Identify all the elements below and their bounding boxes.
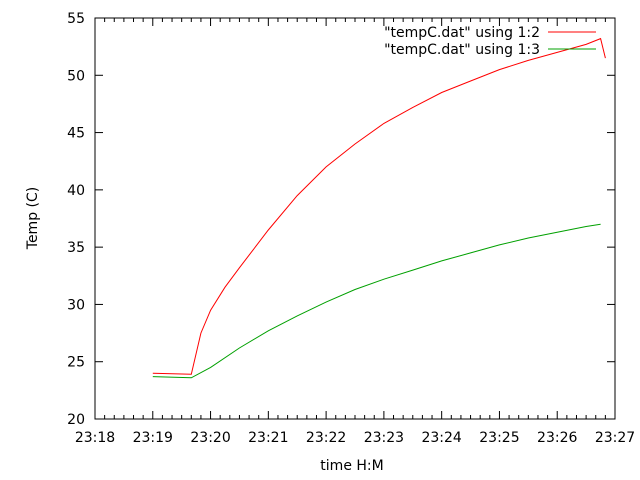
y-tick-label: 50 [67,68,85,84]
y-tick-label: 35 [67,240,85,256]
x-tick-label: 23:18 [75,430,115,446]
y-tick-label: 40 [67,183,85,199]
y-tick-label: 45 [67,126,85,142]
series-line-2 [152,223,601,379]
x-tick-label: 23:24 [421,430,461,446]
series-lines [152,37,606,379]
legend-label: "tempC.dat" using 1:2 [384,25,540,41]
y-axis-label: Temp (C) [25,187,41,250]
x-tick-label: 23:20 [190,430,230,446]
x-tick-label: 23:21 [248,430,288,446]
y-tick-label: 30 [67,297,85,313]
legend: "tempC.dat" using 1:2"tempC.dat" using 1… [384,25,596,58]
series-line-1 [152,37,606,375]
y-tick-label: 25 [67,355,85,371]
x-tick-label: 23:23 [364,430,404,446]
legend-label: "tempC.dat" using 1:3 [384,42,540,58]
x-axis-label: time H:M [320,458,383,474]
plot-frame [94,17,616,420]
x-tick-label: 23:26 [537,430,577,446]
y-tick-label: 55 [67,11,85,27]
tick-marks [94,17,616,420]
y-tick-labels: 20 25 30 35 40 45 50 55 [67,11,85,428]
x-tick-label: 23:25 [479,430,519,446]
x-tick-label: 23:27 [595,430,635,446]
x-tick-label: 23:22 [306,430,346,446]
y-tick-label: 20 [67,412,85,428]
x-tick-label: 23:19 [133,430,173,446]
x-tick-labels: 23:18 23:19 23:20 23:21 23:22 23:23 23:24 23:25… [75,430,635,446]
